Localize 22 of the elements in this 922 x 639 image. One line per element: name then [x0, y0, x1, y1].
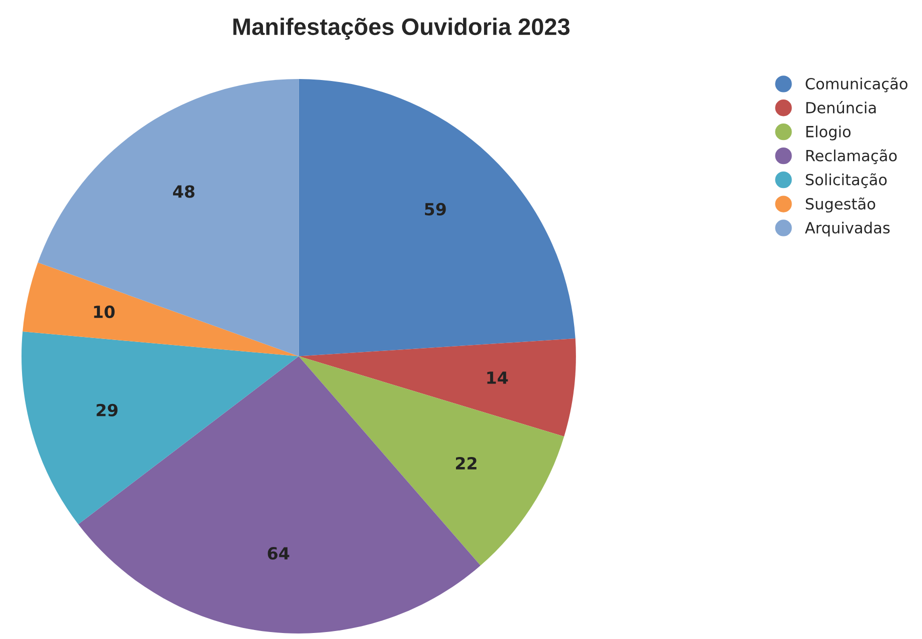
legend-label: Elogio — [806, 126, 851, 140]
pie-slice — [22, 262, 299, 356]
data-label: 59 — [424, 202, 446, 216]
data-label: 48 — [173, 185, 194, 198]
legend-label: Reclamação — [806, 149, 897, 164]
pie-slice — [22, 331, 299, 524]
data-label: 10 — [94, 305, 115, 318]
legend-label: Solicitação — [806, 173, 887, 188]
pie-slice — [298, 79, 576, 356]
legend-label: Denúncia — [806, 101, 876, 114]
legend-label: Arquivadas — [804, 222, 890, 236]
data-label: 22 — [456, 456, 476, 470]
pie-slice — [78, 356, 481, 634]
chart-title: Manifestações Ouvidoria 2023 — [233, 18, 570, 40]
pie-slice — [298, 356, 564, 566]
data-label: 29 — [96, 404, 118, 416]
legend-label: Sugestão — [806, 198, 876, 213]
legend-label: Comunicação — [806, 77, 908, 92]
pie-slice — [38, 79, 299, 356]
pie-slice — [298, 338, 576, 436]
data-label: 14 — [487, 372, 508, 384]
data-label: 64 — [268, 547, 290, 560]
